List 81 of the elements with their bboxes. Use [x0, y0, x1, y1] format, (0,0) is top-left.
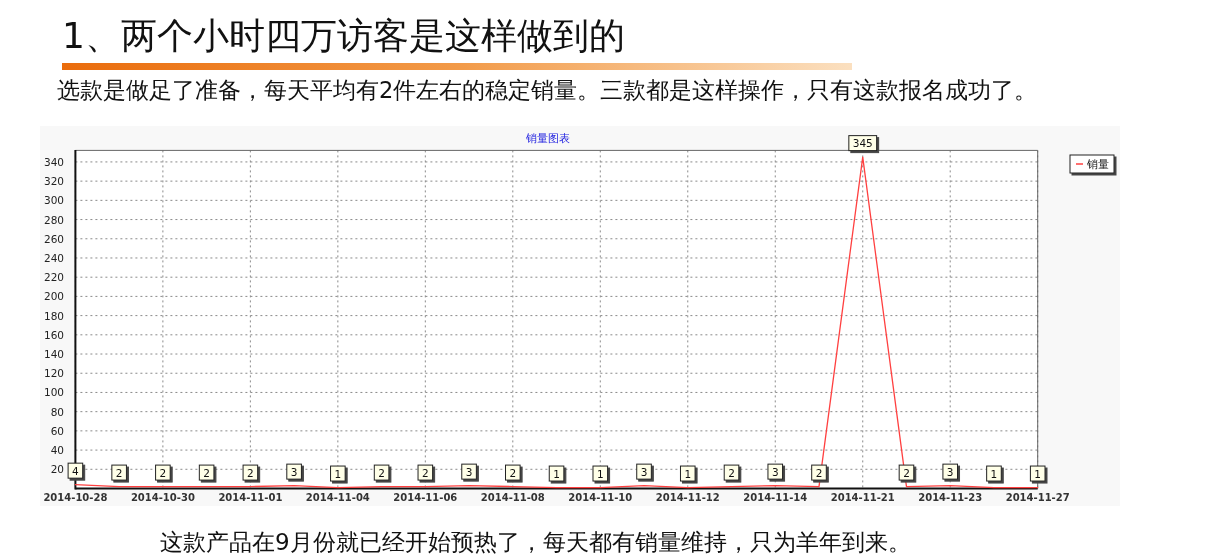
x-tick-label: 2014-11-01 [218, 492, 283, 503]
y-tick-label: 220 [43, 271, 64, 284]
y-tick-label: 340 [43, 155, 64, 168]
y-tick-label: 200 [43, 290, 64, 303]
x-tick-label: 2014-11-23 [918, 492, 983, 503]
data-label: 2 [417, 464, 434, 481]
data-label: 2 [509, 466, 517, 479]
y-tick-label: 40 [50, 444, 64, 457]
x-tick-label: 2014-11-08 [480, 492, 545, 503]
data-label: 2 [421, 466, 429, 479]
data-label: 3 [286, 463, 302, 480]
data-label: 2 [111, 464, 127, 481]
data-label: 2 [373, 464, 390, 481]
data-label: 3 [461, 463, 477, 480]
data-label: 1 [1034, 467, 1042, 480]
data-label: 2 [247, 466, 254, 479]
data-label: 345 [848, 135, 878, 152]
data-label: 2 [198, 464, 215, 481]
x-tick-label: 2014-10-28 [43, 492, 108, 503]
data-label: 2 [815, 466, 823, 479]
x-tick-label: 2014-11-12 [655, 492, 720, 503]
data-label: 2 [203, 466, 210, 479]
data-label: 3 [636, 463, 652, 480]
legend: 销量 [1069, 154, 1115, 174]
data-label: 3 [767, 463, 784, 480]
data-label: 2 [242, 464, 259, 481]
data-label: 2 [155, 464, 171, 481]
data-label: 2 [811, 464, 827, 481]
x-tick-label: 2014-11-06 [393, 492, 458, 503]
data-label: 1 [596, 467, 604, 480]
data-label: 3 [771, 465, 779, 478]
data-label: 1 [330, 465, 346, 482]
data-label: 1 [592, 465, 609, 482]
y-tick-label: 60 [50, 424, 64, 437]
x-tick-label: 2014-11-14 [743, 492, 808, 503]
data-label: 3 [465, 465, 473, 478]
data-label: 3 [640, 465, 648, 478]
y-tick-label: 160 [43, 328, 64, 341]
data-label: 4 [72, 464, 80, 477]
data-label: 1 [990, 467, 998, 480]
data-label: 2 [898, 464, 915, 481]
data-label: 1 [1029, 465, 1046, 482]
x-tick-label: 2014-11-04 [305, 492, 370, 503]
y-tick-label: 80 [50, 405, 64, 418]
y-tick-label: 120 [43, 367, 64, 380]
x-tick-label: 2014-11-21 [830, 492, 895, 503]
x-tick-label: 2014-11-10 [568, 492, 633, 503]
x-tick-label: 2014-10-30 [130, 492, 195, 503]
text: 这款产品在9月份就已经开始预热了，每天都有销量维持，只为羊年到来。 [160, 529, 911, 555]
y-tick-label: 300 [43, 194, 64, 207]
y-tick-label: 320 [43, 175, 64, 188]
y-tick-label: 140 [43, 348, 64, 361]
data-label: 3 [946, 465, 954, 478]
text: 1、两个小时四万访客是这样做到的 [62, 15, 625, 56]
data-label: 2 [115, 466, 123, 479]
data-label: 2 [378, 466, 385, 479]
data-label: 1 [684, 467, 692, 480]
data-label: 1 [334, 467, 342, 480]
data-label: 3 [290, 465, 298, 478]
data-label: 2 [903, 466, 910, 479]
data-label: 2 [728, 466, 735, 479]
y-tick-label: 240 [43, 251, 64, 264]
chart-title: 销量图表 [525, 132, 570, 145]
y-tick-label: 100 [43, 386, 64, 399]
text: 选款是做足了准备，每天平均有2件左右的稳定销量。三款都是这样操作，只有这款报名成功了。 [57, 77, 1038, 103]
data-label: 2 [723, 464, 740, 481]
x-tick-label: 2014-11-27 [1005, 492, 1070, 503]
y-tick-label: 280 [43, 213, 64, 226]
data-label: 3 [942, 463, 958, 480]
data-label: 2 [505, 464, 521, 481]
legend-label: 销量 [1086, 158, 1109, 171]
y-tick-label: 260 [43, 232, 64, 245]
y-tick-label: 180 [43, 309, 64, 322]
y-tick-label: 20 [50, 463, 64, 476]
data-label: 345 [852, 137, 873, 150]
data-label: 4 [67, 462, 84, 479]
data-label: 1 [986, 465, 1002, 482]
data-label: 1 [679, 465, 696, 482]
data-label: 1 [548, 465, 565, 482]
data-label: 1 [553, 467, 560, 480]
data-label: 2 [159, 466, 167, 479]
